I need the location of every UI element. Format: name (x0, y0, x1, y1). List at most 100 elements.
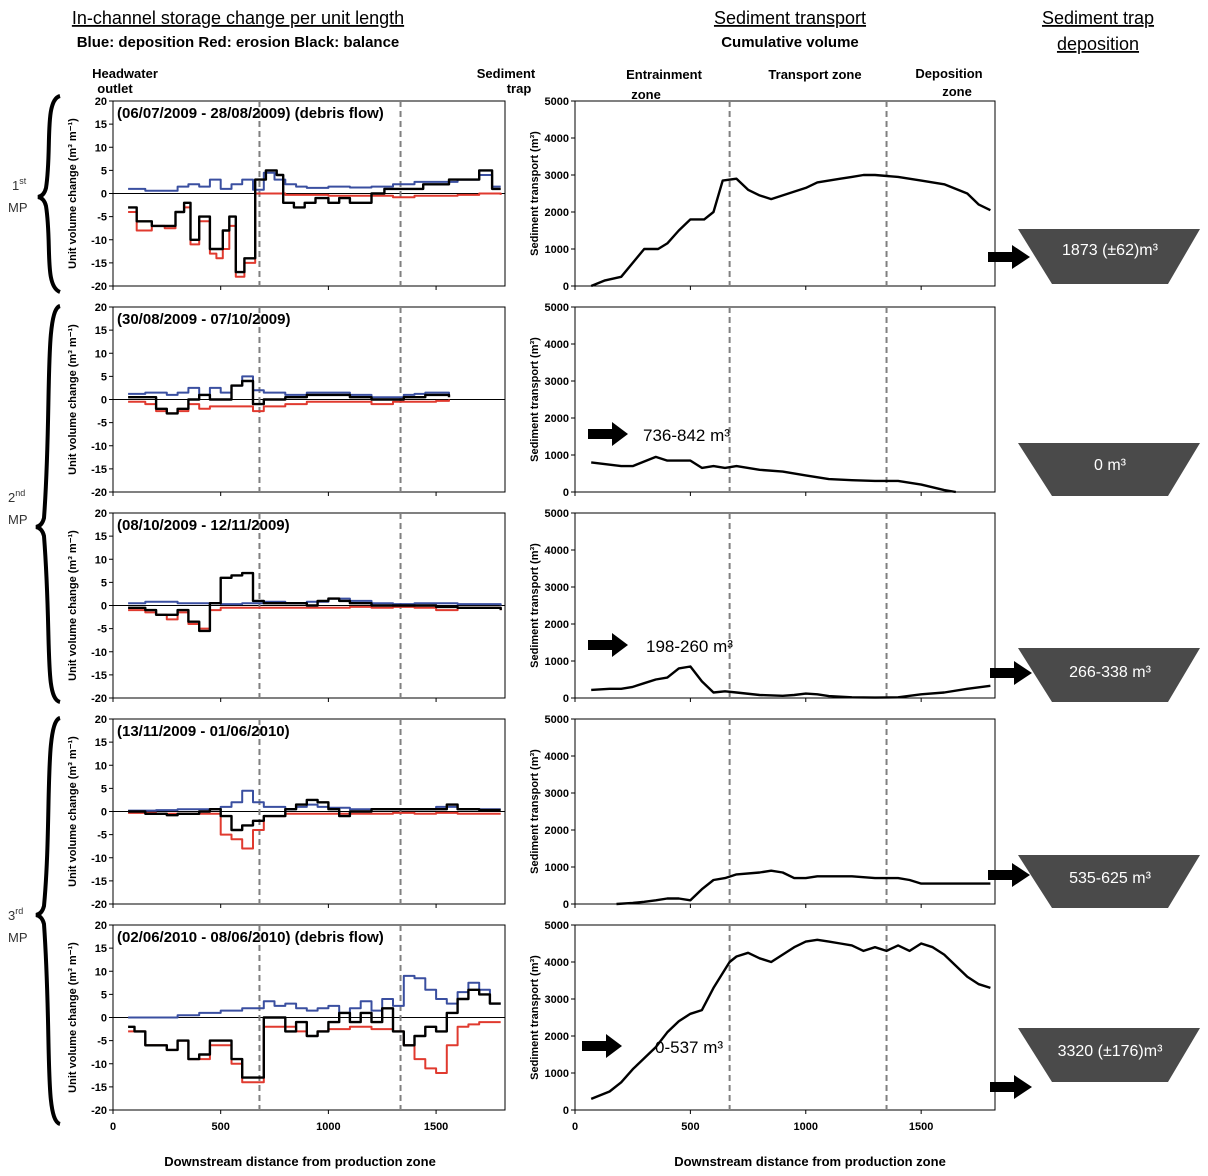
trap-4-arrow (988, 863, 1030, 887)
middle-panel-5-ytick-label: 3000 (545, 994, 569, 1006)
mid-xlabel-rest: distance from production zone (756, 1154, 946, 1169)
left-column-title: In-channel storage change per unit lengt… (72, 8, 404, 28)
mp2-label: 2nd MP (8, 488, 28, 527)
trap-1-shape (1018, 229, 1200, 284)
middle-panel-2: 0 1000 2000 3000 4000 5000 Sediment transport … (529, 302, 996, 499)
middle-panel-2-ylabel: Sediment transport (m³) (529, 337, 541, 462)
left-panel-1-balance-series (128, 169, 501, 274)
trap-3-shape (1018, 648, 1200, 702)
left-panel-2-ytick-label: -10 (91, 441, 107, 453)
left-panel-2: -20 -15 -10 -5 0 5 10 15 20 Unit volume change (m… (67, 302, 506, 499)
mp3-word: MP (8, 930, 28, 945)
headwater-label-line2: outlet (97, 81, 133, 96)
middle-panel-1-ytick-label: 5000 (545, 96, 569, 108)
left-panel-3-ytick-label: -10 (91, 647, 107, 659)
middle-panel-4-ylabel: Sediment transport (m³) (529, 749, 541, 874)
left-panel-4-ytick-label: -15 (91, 876, 107, 888)
left-panel-2-ytick-label: 5 (101, 371, 107, 383)
middle-panel-3-ytick-label: 3000 (545, 582, 569, 594)
left-panel-3-ytick-label: 10 (95, 554, 107, 566)
left-xlabel-rest: distance from production zone (246, 1154, 436, 1169)
left-panel-5-ytick-label: 10 (95, 966, 107, 978)
middle-panel-4-ytick-label: 2000 (545, 825, 569, 837)
left-panel-1-ytick-label: -15 (91, 258, 107, 270)
mp1-ordinal: st (19, 176, 27, 186)
left-panel-5-deposition-series (128, 974, 501, 1019)
p5-input-annotation: 0-537 m³ (582, 1034, 723, 1058)
middle-panel-5-ytick-label: 2000 (545, 1031, 569, 1043)
middle-panel-5-frame (574, 924, 996, 1111)
middle-panel-1-ytick-label: 1000 (545, 244, 569, 256)
middle-panel-5-xtick-label: 1500 (909, 1121, 933, 1133)
p3-input-arrow (588, 633, 628, 657)
mp2-word: MP (8, 512, 28, 527)
middle-panel-3-frame (574, 512, 996, 699)
mp1-brace (37, 94, 62, 294)
left-panel-5-ytick-label: 15 (95, 943, 107, 955)
left-panel-4-ytick-label: -20 (91, 899, 107, 911)
middle-panel-4-ytick-label: 1000 (545, 862, 569, 874)
middle-panel-5-ytick-label: 0 (563, 1105, 569, 1117)
trap-3-arrow (990, 661, 1032, 685)
sediment-trap-label-line1: Sediment (477, 66, 536, 81)
p5-input-text: 0-537 m³ (655, 1038, 723, 1057)
trap-2: 0 m³ (1018, 443, 1200, 496)
trap-5: 3320 (±176)m³ (990, 1028, 1200, 1099)
middle-panel-1-ytick-label: 0 (563, 281, 569, 293)
middle-panel-2-ytick-label: 3000 (545, 376, 569, 388)
entrainment-zone-label-line1: Entrainment (626, 67, 703, 82)
left-panel-5-balance-series (128, 988, 501, 1079)
svg-text:3rd: 3rd (8, 906, 23, 923)
middle-panel-5-xtick-label: 0 (572, 1121, 578, 1133)
right-column-title-line1: Sediment trap (1042, 8, 1154, 28)
left-panel-2-ytick-label: 20 (95, 302, 107, 314)
trap-2-value: 0 m³ (1094, 457, 1127, 474)
middle-panel-5-ytick-label: 5000 (545, 920, 569, 932)
mp2-brace (35, 304, 62, 704)
left-panel-5-xtick-label: 1000 (316, 1121, 340, 1133)
middle-panel-5-ylabel: Sediment transport (m³) (529, 955, 541, 1080)
left-panel-3-period-title: (08/10/2009 - 12/11/2009) (117, 517, 290, 534)
middle-column-title: Sediment transport (714, 8, 866, 28)
legend-caption: Blue: deposition Red: erosion Black: bal… (77, 34, 400, 51)
left-panel-3-ytick-label: 15 (95, 531, 107, 543)
middle-panel-5-xtick-label: 1000 (794, 1121, 818, 1133)
left-panel-2-ytick-label: 10 (95, 348, 107, 360)
left-panel-3-ytick-label: 20 (95, 508, 107, 520)
mp2-number: 2 (8, 490, 15, 505)
trap-1-arrow (988, 245, 1030, 269)
middle-panel-1-ytick-label: 4000 (545, 133, 569, 145)
p2-input-arrow (588, 422, 628, 446)
trap-1-value: 1873 (±62)m³ (1062, 242, 1159, 259)
left-panel-3-balance-series (128, 571, 502, 633)
middle-panel-4: 0 1000 2000 3000 4000 5000 Sediment transport … (529, 714, 996, 911)
left-panel-5-period-title: (02/06/2010 - 08/06/2010) (debris flow) (117, 929, 384, 946)
middle-panel-3-ytick-label: 2000 (545, 619, 569, 631)
middle-panel-3-transport-series (591, 665, 991, 699)
left-panel-1: -20 -15 -10 -5 0 5 10 15 20 Unit volume change (m… (67, 96, 506, 293)
left-panel-2-ytick-label: -15 (91, 464, 107, 476)
left-panel-3-ytick-label: -15 (91, 670, 107, 682)
mp1-word: MP (8, 200, 28, 215)
middle-panel-3-ytick-label: 0 (563, 693, 569, 705)
left-panel-5-ylabel: Unit volume change (m³ m⁻¹) (67, 942, 79, 1093)
left-panel-3: -20 -15 -10 -5 0 5 10 15 20 Unit volume change (m… (67, 508, 506, 705)
left-panel-5-ytick-label: 0 (101, 1013, 107, 1025)
mid-xlabel-bold: Downstream (674, 1154, 752, 1169)
left-panel-1-ytick-label: 15 (95, 119, 107, 131)
left-panel-5-ytick-label: -5 (97, 1036, 107, 1048)
mp2-ordinal: nd (15, 488, 25, 498)
middle-panel-2-ytick-label: 0 (563, 487, 569, 499)
trap-5-arrow (990, 1075, 1032, 1099)
trap-2-shape (1018, 443, 1200, 496)
left-panel-1-ytick-label: 0 (101, 189, 107, 201)
middle-panel-4-ytick-label: 0 (563, 899, 569, 911)
left-panel-4-ytick-label: 20 (95, 714, 107, 726)
p2-input-annotation: 736-842 m³ (588, 422, 730, 446)
left-panel-1-ytick-label: 5 (101, 165, 107, 177)
left-panel-5-xtick-label: 0 (110, 1121, 116, 1133)
left-xlabel: Downstream distance from production zone (164, 1154, 436, 1169)
left-panel-5-ytick-label: -10 (91, 1059, 107, 1071)
left-panel-4-ytick-label: 15 (95, 737, 107, 749)
